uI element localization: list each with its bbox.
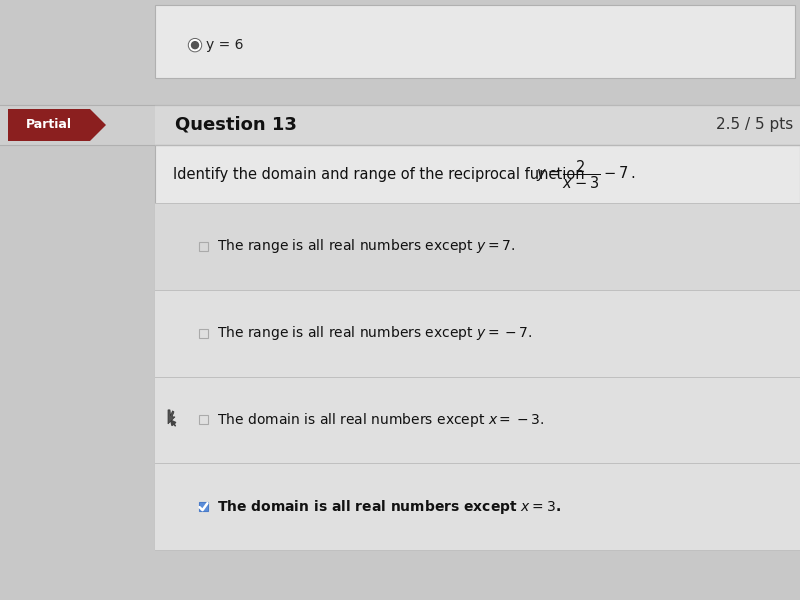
FancyBboxPatch shape bbox=[8, 109, 90, 141]
Text: The range is all real numbers except $y = 7$.: The range is all real numbers except $y … bbox=[217, 238, 515, 256]
FancyBboxPatch shape bbox=[155, 203, 800, 290]
FancyBboxPatch shape bbox=[155, 377, 800, 463]
FancyBboxPatch shape bbox=[0, 550, 800, 600]
FancyBboxPatch shape bbox=[0, 105, 800, 145]
FancyBboxPatch shape bbox=[198, 329, 207, 338]
Polygon shape bbox=[168, 410, 175, 424]
Text: The range is all real numbers except $y = -7$.: The range is all real numbers except $y … bbox=[217, 324, 533, 342]
Text: $y = \dfrac{2}{x-3} - 7\,.$: $y = \dfrac{2}{x-3} - 7\,.$ bbox=[536, 159, 635, 191]
Text: Partial: Partial bbox=[26, 118, 72, 131]
FancyBboxPatch shape bbox=[155, 290, 800, 377]
Text: 2.5 / 5 pts: 2.5 / 5 pts bbox=[716, 118, 793, 133]
Text: Question 13: Question 13 bbox=[175, 116, 297, 134]
FancyBboxPatch shape bbox=[198, 242, 207, 251]
FancyBboxPatch shape bbox=[155, 145, 800, 550]
Text: y = 6: y = 6 bbox=[206, 38, 243, 52]
FancyBboxPatch shape bbox=[155, 5, 795, 78]
FancyBboxPatch shape bbox=[198, 415, 207, 424]
FancyBboxPatch shape bbox=[0, 0, 155, 600]
FancyBboxPatch shape bbox=[0, 0, 800, 90]
Polygon shape bbox=[90, 109, 106, 141]
Circle shape bbox=[189, 38, 202, 52]
FancyBboxPatch shape bbox=[155, 105, 800, 145]
Text: The domain is all real numbers except $x = 3$.: The domain is all real numbers except $x… bbox=[217, 497, 561, 515]
FancyBboxPatch shape bbox=[198, 502, 207, 511]
Circle shape bbox=[190, 40, 201, 50]
Text: Identify the domain and range of the reciprocal function: Identify the domain and range of the rec… bbox=[173, 167, 590, 182]
Circle shape bbox=[191, 41, 198, 49]
FancyBboxPatch shape bbox=[155, 463, 800, 550]
FancyBboxPatch shape bbox=[0, 90, 800, 105]
Text: The domain is all real numbers except $x = -3$.: The domain is all real numbers except $x… bbox=[217, 411, 544, 429]
